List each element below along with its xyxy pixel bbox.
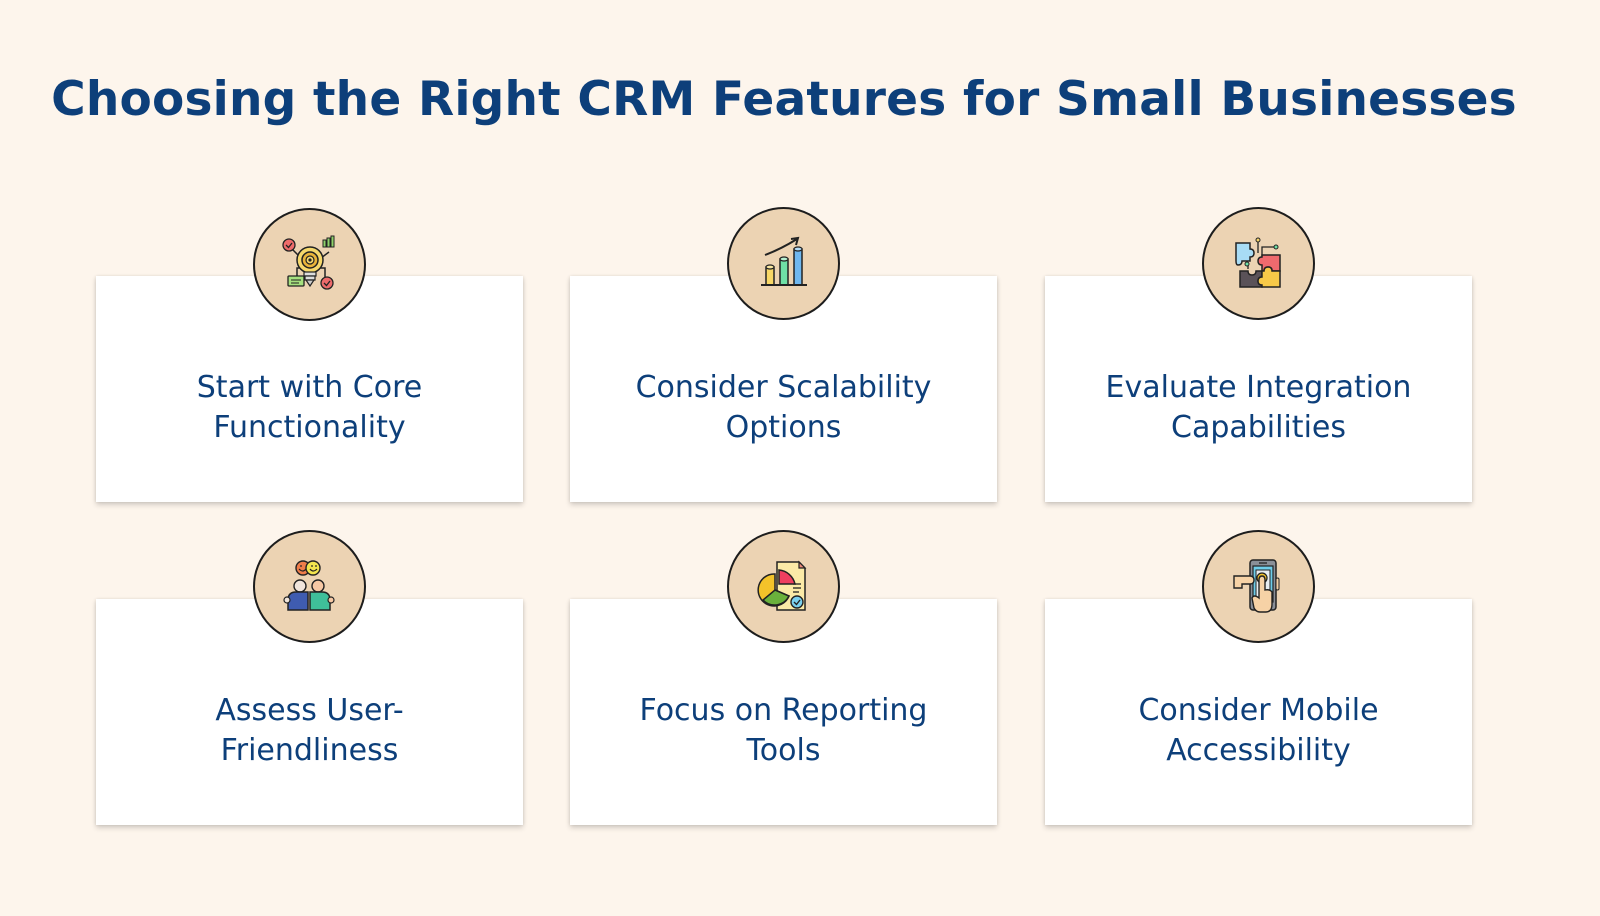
card-label: Assess User- Friendliness	[215, 693, 404, 768]
happy-users-icon	[253, 530, 366, 643]
page-title: Choosing the Right CRM Features for Smal…	[51, 72, 1517, 127]
growth-bar-chart-icon	[727, 207, 840, 320]
card-label: Start with Core Functionality	[196, 370, 423, 445]
feature-card-user-friendliness: Assess User- Friendliness	[96, 599, 523, 825]
card-label: Evaluate Integration Capabilities	[1105, 370, 1412, 445]
card-label: Focus on Reporting Tools	[639, 693, 928, 768]
pie-chart-report-icon	[727, 530, 840, 643]
card-label: Consider Scalability Options	[635, 370, 932, 445]
puzzle-pieces-icon	[1202, 207, 1315, 320]
lightbulb-gear-icon	[253, 208, 366, 321]
card-label: Consider Mobile Accessibility	[1138, 693, 1379, 768]
mobile-touch-icon	[1202, 530, 1315, 643]
